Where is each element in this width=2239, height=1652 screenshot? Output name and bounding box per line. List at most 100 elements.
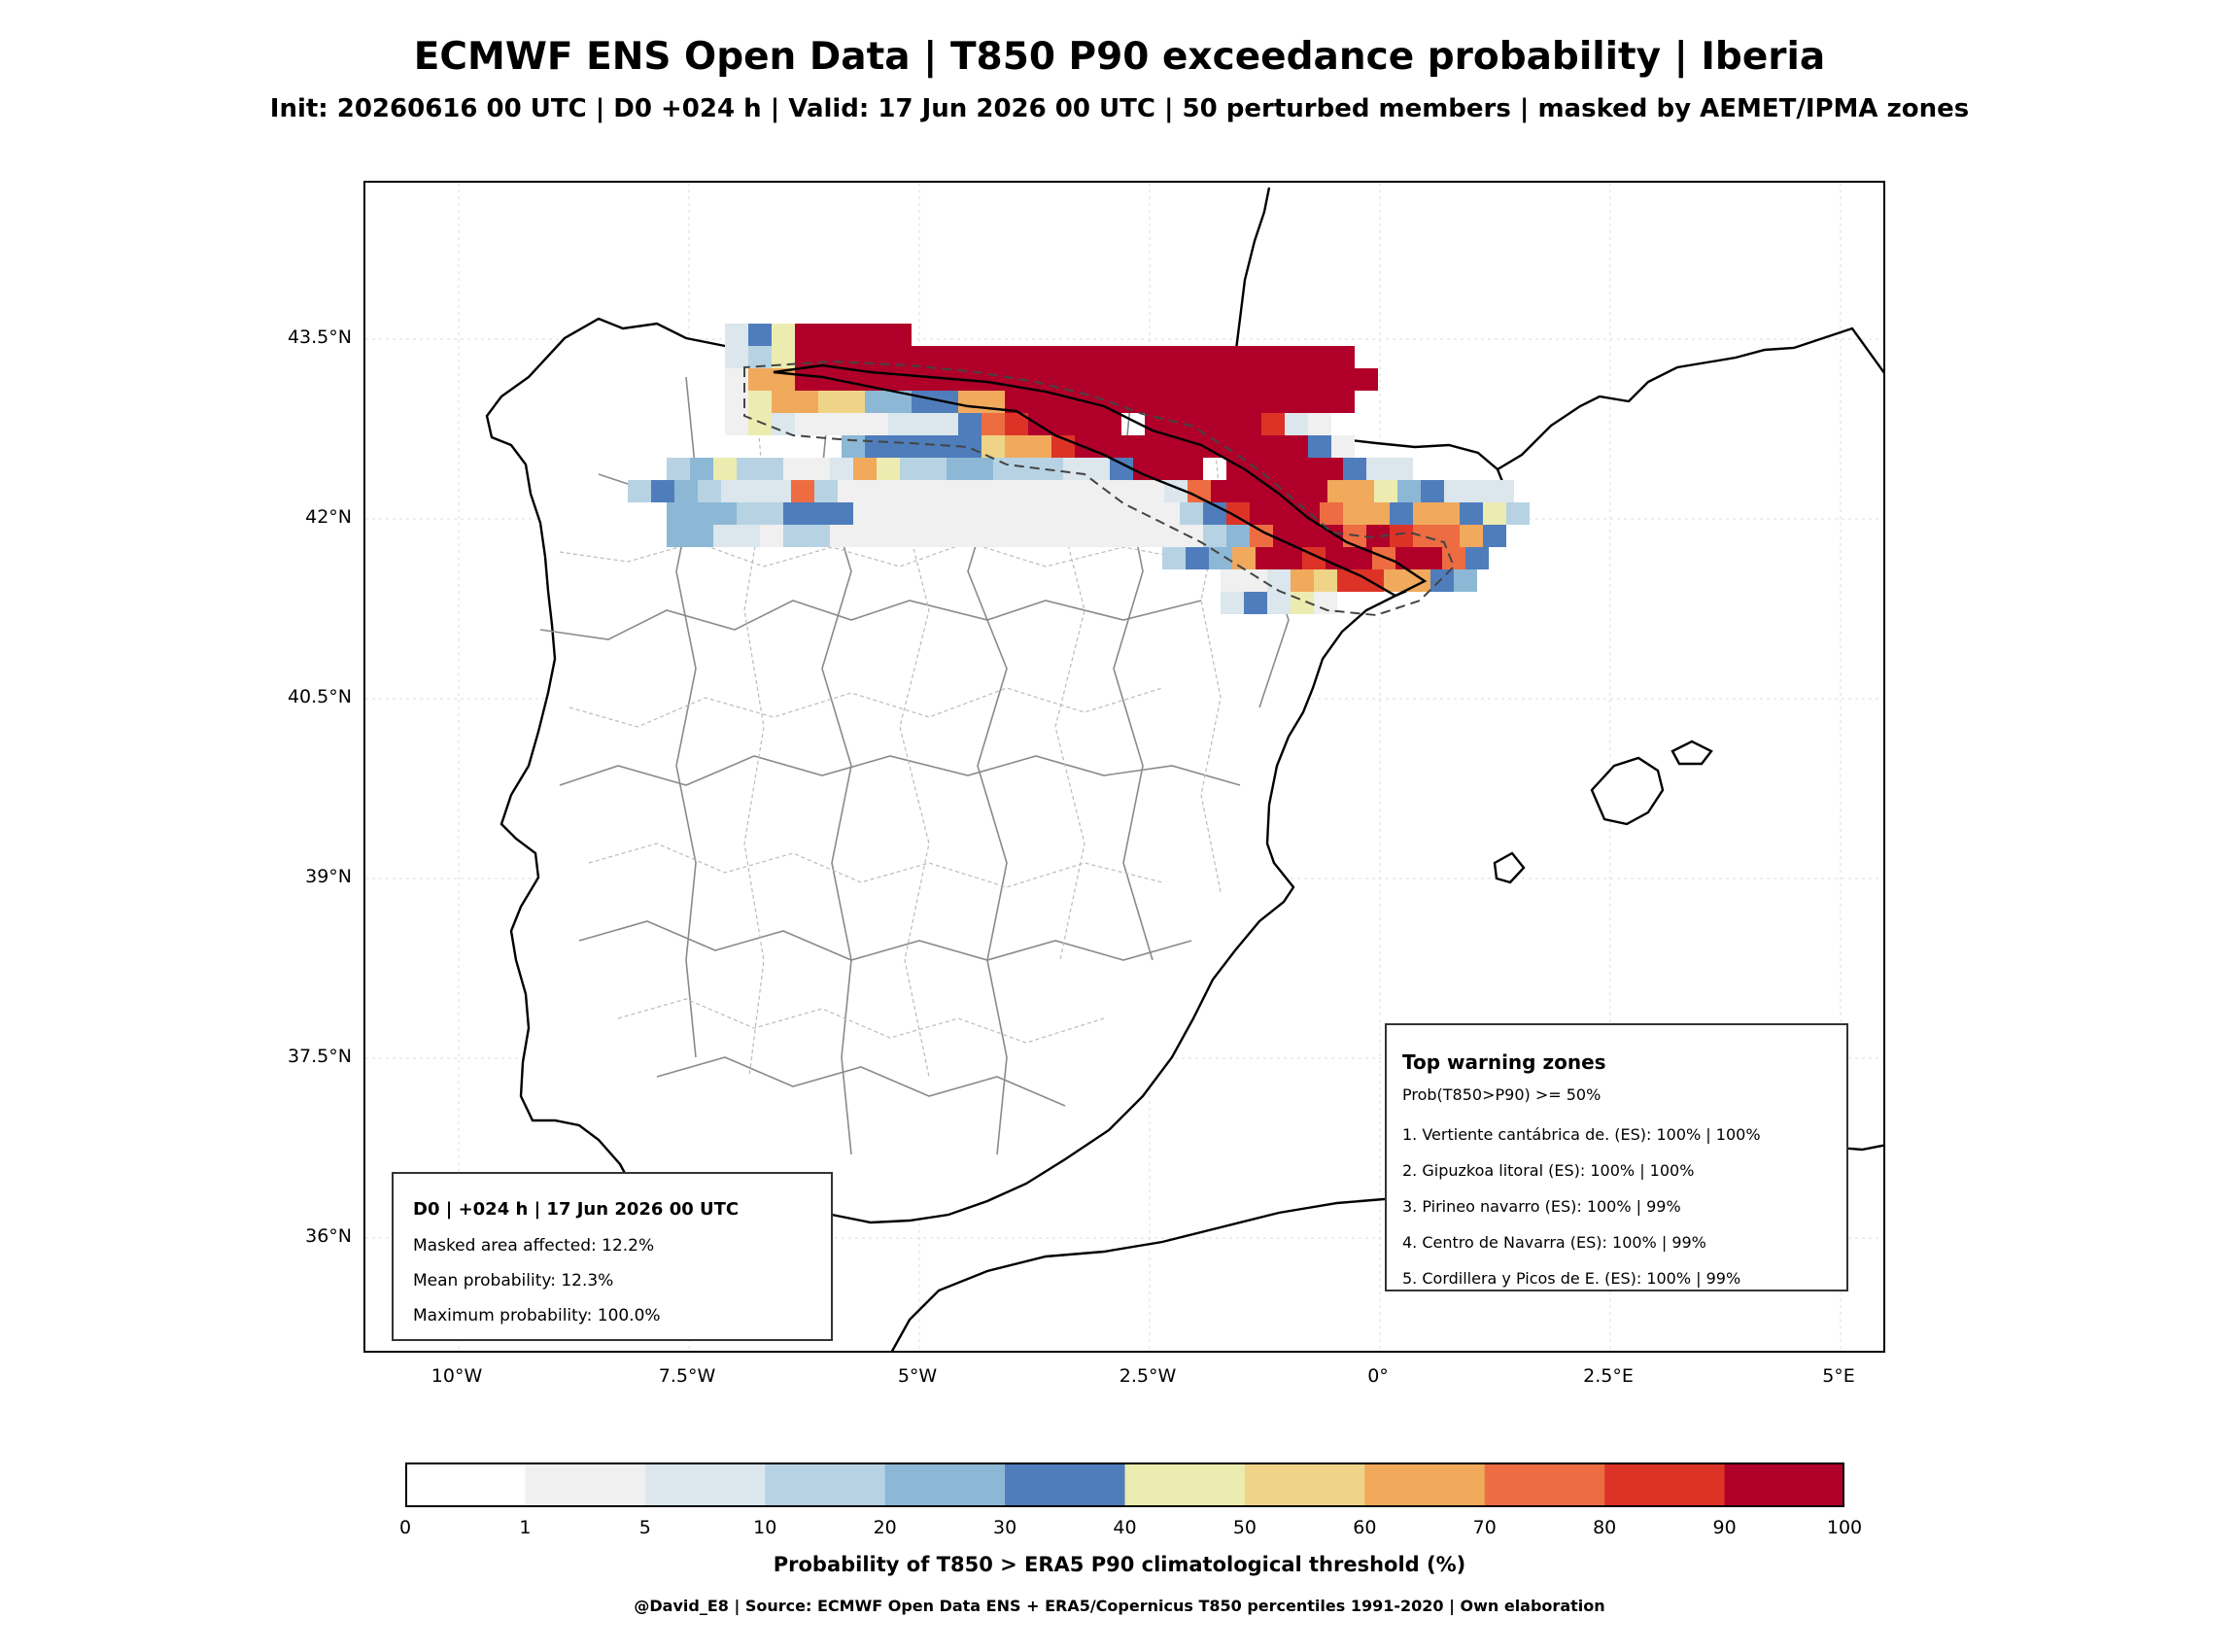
- probability-cell: [1051, 368, 1075, 391]
- probability-cell: [1221, 569, 1244, 592]
- colorbar-swatch: [1244, 1463, 1365, 1507]
- probability-cell: [1028, 346, 1051, 368]
- probability-cell: [1273, 458, 1296, 480]
- probability-cell: [958, 346, 982, 368]
- probability-cell: [1110, 525, 1133, 547]
- probability-cell: [1285, 368, 1308, 391]
- probability-cell: [982, 346, 1005, 368]
- probability-cell: [978, 480, 1001, 502]
- probability-cell: [818, 324, 842, 346]
- probability-cell: [1337, 569, 1361, 592]
- probability-cell: [1413, 525, 1436, 547]
- probability-cell: [1156, 502, 1180, 525]
- probability-cell: [667, 502, 690, 525]
- lat-label-37-5: 37.5°N: [287, 1046, 352, 1067]
- probability-cell: [1215, 346, 1238, 368]
- probability-cell: [1133, 525, 1156, 547]
- colorbar-swatch: [1005, 1463, 1125, 1507]
- probability-cell: [772, 413, 795, 435]
- probability-cell: [1351, 480, 1374, 502]
- probability-cell: [1226, 502, 1250, 525]
- probability-cell: [814, 480, 838, 502]
- probability-cell: [1250, 525, 1273, 547]
- probability-cell: [830, 502, 853, 525]
- probability-cell: [1465, 547, 1489, 569]
- probability-cell: [690, 458, 713, 480]
- probability-cell: [1390, 502, 1413, 525]
- probability-cell: [842, 413, 865, 435]
- probability-cell: [1215, 391, 1238, 413]
- probability-cell: [1234, 480, 1257, 502]
- probability-cell: [772, 346, 795, 368]
- probability-cell: [1040, 525, 1063, 547]
- warning-subheading: Prob(T850>P90) >= 50%: [1402, 1085, 1602, 1104]
- probability-cell: [1285, 413, 1308, 435]
- probability-cell: [842, 324, 865, 346]
- probability-cell: [1444, 480, 1467, 502]
- contour-50: [743, 360, 1456, 617]
- probability-cell: [772, 391, 795, 413]
- probability-cell: [1180, 502, 1203, 525]
- probability-cell: [888, 435, 912, 458]
- probability-cell: [667, 458, 690, 480]
- probability-cell: [760, 458, 783, 480]
- probability-cell: [713, 502, 737, 525]
- probability-cell: [1075, 346, 1098, 368]
- probability-cell: [1308, 391, 1331, 413]
- probability-cell: [947, 502, 970, 525]
- probability-cell: [1296, 502, 1320, 525]
- probability-cell: [807, 458, 830, 480]
- probability-cell: [1430, 569, 1454, 592]
- probability-cell: [1186, 547, 1209, 569]
- probability-cell: [1071, 480, 1094, 502]
- probability-cell: [1203, 525, 1226, 547]
- probability-cell: [1267, 592, 1291, 614]
- probability-cell: [1250, 502, 1273, 525]
- probability-cell: [865, 391, 888, 413]
- probability-cell: [1075, 368, 1098, 391]
- lat-label-36: 36°N: [305, 1225, 352, 1247]
- probability-cell: [1051, 391, 1075, 413]
- probability-cell: [737, 458, 760, 480]
- probability-cell: [725, 324, 748, 346]
- probability-cell: [783, 458, 807, 480]
- probability-cell: [1005, 346, 1028, 368]
- probability-cell: [1374, 480, 1397, 502]
- colorbar-tick-label: 1: [519, 1517, 532, 1538]
- colorbar-swatch: [405, 1463, 526, 1507]
- probability-cell: [721, 480, 744, 502]
- probability-cell: [737, 525, 760, 547]
- contour-90: [773, 363, 1428, 598]
- probability-cell: [947, 525, 970, 547]
- probability-cell: [1118, 480, 1141, 502]
- probability-cell: [1296, 458, 1320, 480]
- probability-cell: [807, 525, 830, 547]
- probability-cell: [1121, 368, 1145, 391]
- probability-cell: [1320, 502, 1343, 525]
- probability-cell: [1419, 547, 1442, 569]
- probability-cell: [1355, 368, 1378, 391]
- probability-cell: [1180, 458, 1203, 480]
- menorca: [1671, 740, 1713, 766]
- probability-cell: [1320, 458, 1343, 480]
- probability-cell: [795, 368, 818, 391]
- probability-cell: [795, 346, 818, 368]
- probability-cell: [947, 458, 970, 480]
- probability-cell: [970, 525, 993, 547]
- lon-label-2-5w: 2.5°W: [1119, 1365, 1177, 1387]
- probability-cell: [1215, 413, 1238, 435]
- probability-cell: [1063, 525, 1086, 547]
- probability-cell: [1110, 458, 1133, 480]
- probability-cell: [970, 458, 993, 480]
- probability-cell: [1261, 413, 1285, 435]
- probability-cell: [993, 458, 1016, 480]
- probability-cell: [725, 346, 748, 368]
- probability-cell: [1436, 525, 1460, 547]
- probability-cell: [772, 324, 795, 346]
- probability-cell: [1145, 435, 1168, 458]
- probability-cell: [783, 525, 807, 547]
- probability-cell: [1238, 435, 1261, 458]
- colorbar-swatch: [1604, 1463, 1726, 1507]
- probability-cell: [1141, 480, 1164, 502]
- probability-cell: [993, 502, 1016, 525]
